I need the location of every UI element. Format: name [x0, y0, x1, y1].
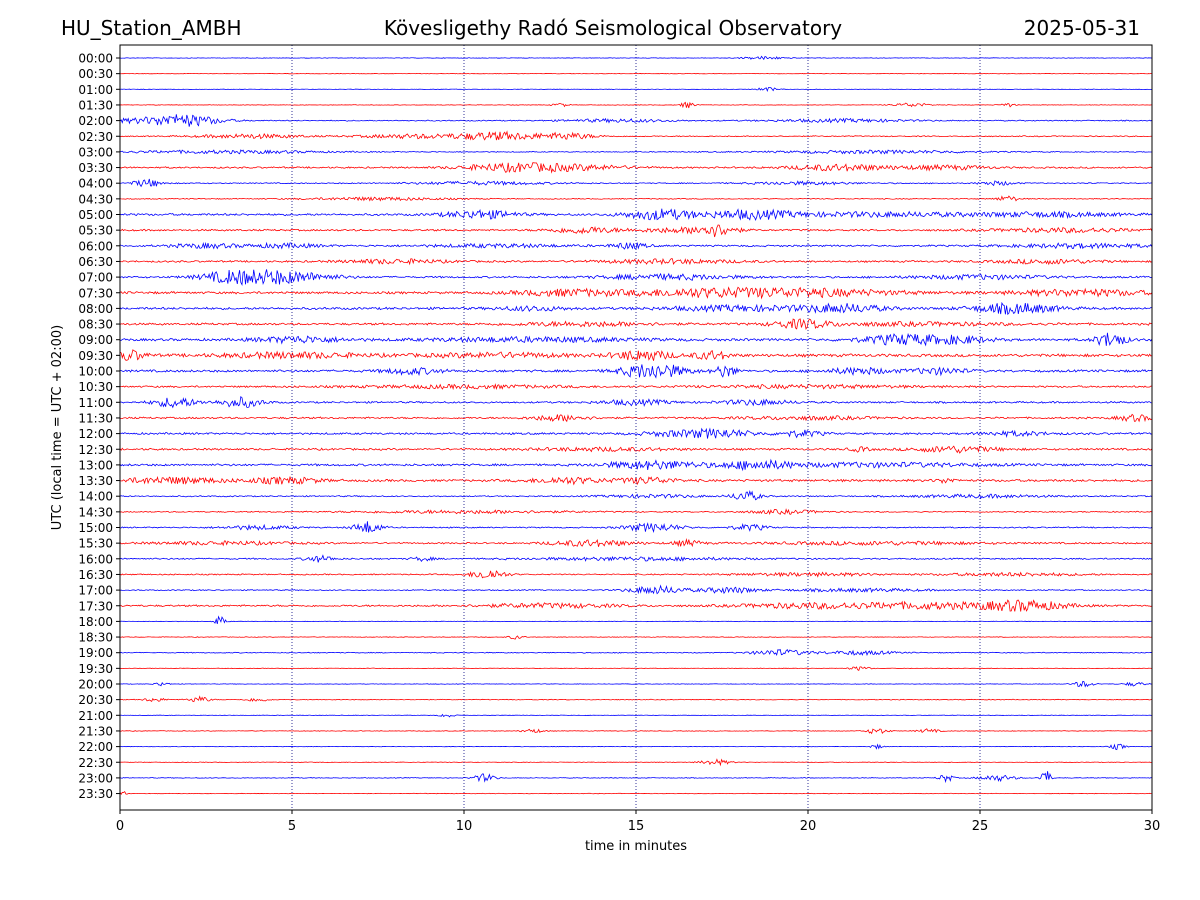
y-tick-label: 15:00: [78, 521, 113, 535]
y-tick-label: 06:00: [78, 239, 113, 253]
x-axis-label: time in minutes: [585, 839, 687, 854]
x-tick-label: 5: [288, 819, 296, 834]
y-tick-label: 03:00: [78, 145, 113, 159]
trace-1200: [119, 427, 1153, 439]
y-tick-label: 11:00: [78, 396, 113, 410]
y-tick-label: 16:30: [78, 568, 113, 582]
y-tick-label: 03:30: [78, 161, 113, 175]
y-tick-label: 23:00: [78, 771, 113, 785]
x-tick-label: 30: [1144, 819, 1161, 834]
y-tick-label: 05:00: [78, 208, 113, 222]
y-tick-label: 02:30: [78, 130, 113, 144]
y-tick-label: 20:30: [78, 693, 113, 707]
trace-1630: [119, 570, 1153, 579]
trace-1230: [119, 445, 1153, 454]
trace-1030: [119, 383, 1153, 391]
y-tick-label: 14:00: [78, 490, 113, 504]
trace-group: [119, 55, 1153, 796]
y-tick-label: 09:30: [78, 349, 113, 363]
y-tick-label: 08:00: [78, 302, 113, 316]
y-tick-label: 10:00: [78, 365, 113, 379]
observatory-title: Kövesligethy Radó Seismological Observat…: [383, 16, 843, 40]
trace-2130: [119, 728, 1153, 735]
trace-0100: [119, 87, 1153, 93]
trace-1430: [119, 508, 1153, 516]
y-tick-label: 12:30: [78, 443, 113, 457]
trace-1000: [119, 364, 1153, 379]
y-tick-label: 06:30: [78, 255, 113, 269]
y-tick-label: 13:00: [78, 458, 113, 472]
y-tick-label: 22:00: [78, 740, 113, 754]
grid-lines: [291, 45, 981, 810]
trace-0600: [119, 241, 1153, 250]
y-tick-label: 09:00: [78, 333, 113, 347]
y-tick-label: 05:30: [78, 224, 113, 238]
y-tick-label: 01:30: [78, 98, 113, 112]
trace-2300: [119, 771, 1153, 784]
y-tick-label: 08:30: [78, 318, 113, 332]
trace-0330: [119, 162, 1153, 174]
y-tick-label: 20:00: [78, 678, 113, 692]
y-tick-label: 15:30: [78, 537, 113, 551]
trace-1930: [119, 666, 1153, 671]
x-tick-label: 15: [628, 819, 645, 834]
x-tick-label: 10: [456, 819, 473, 834]
y-tick-label: 04:30: [78, 192, 113, 206]
trace-0300: [119, 149, 1153, 155]
y-tick-label: 23:30: [78, 787, 113, 801]
y-tick-label: 07:30: [78, 286, 113, 300]
y-tick-label: 11:30: [78, 411, 113, 425]
trace-2200: [119, 743, 1153, 751]
y-tick-label: 04:00: [78, 177, 113, 191]
y-tick-label: 02:00: [78, 114, 113, 128]
trace-1900: [119, 648, 1153, 657]
y-tick-label: 18:00: [78, 615, 113, 629]
y-tick-label: 07:00: [78, 271, 113, 285]
y-tick-label: 00:30: [78, 67, 113, 81]
y-tick-label: 19:00: [78, 646, 113, 660]
trace-0700: [119, 269, 1153, 286]
trace-2100: [119, 713, 1153, 718]
y-tick-label: 16:00: [78, 552, 113, 566]
y-tick-label: 13:30: [78, 474, 113, 488]
y-tick-label: 17:00: [78, 584, 113, 598]
trace-0730: [119, 286, 1153, 300]
trace-0530: [119, 224, 1153, 238]
y-tick-label: 12:00: [78, 427, 113, 441]
y-tick-label: 17:30: [78, 599, 113, 613]
y-tick-label: 21:30: [78, 724, 113, 738]
trace-1800: [119, 615, 1153, 625]
x-tick-label: 0: [116, 819, 124, 834]
x-tick-label: 20: [800, 819, 817, 834]
trace-1700: [119, 584, 1153, 595]
x-tick-label: 25: [972, 819, 989, 834]
y-tick-label: 01:00: [78, 83, 113, 97]
y-tick-label: 14:30: [78, 505, 113, 519]
y-tick-label: 18:30: [78, 631, 113, 645]
y-axis-label: UTC (local time = UTC + 02:00): [50, 325, 65, 530]
y-tick-label: 00:00: [78, 52, 113, 66]
x-axis: 0 5 10 15 20 25 30: [116, 810, 1160, 834]
trace-2000: [119, 680, 1153, 688]
y-tick-label: 10:30: [78, 380, 113, 394]
y-tick-label: 19:30: [78, 662, 113, 676]
y-tick-label: 22:30: [78, 756, 113, 770]
y-tick-label: 21:00: [78, 709, 113, 723]
station-name: HU_Station_AMBH: [61, 16, 242, 40]
record-date: 2025-05-31: [1023, 16, 1140, 40]
trace-2330: [119, 790, 1153, 796]
